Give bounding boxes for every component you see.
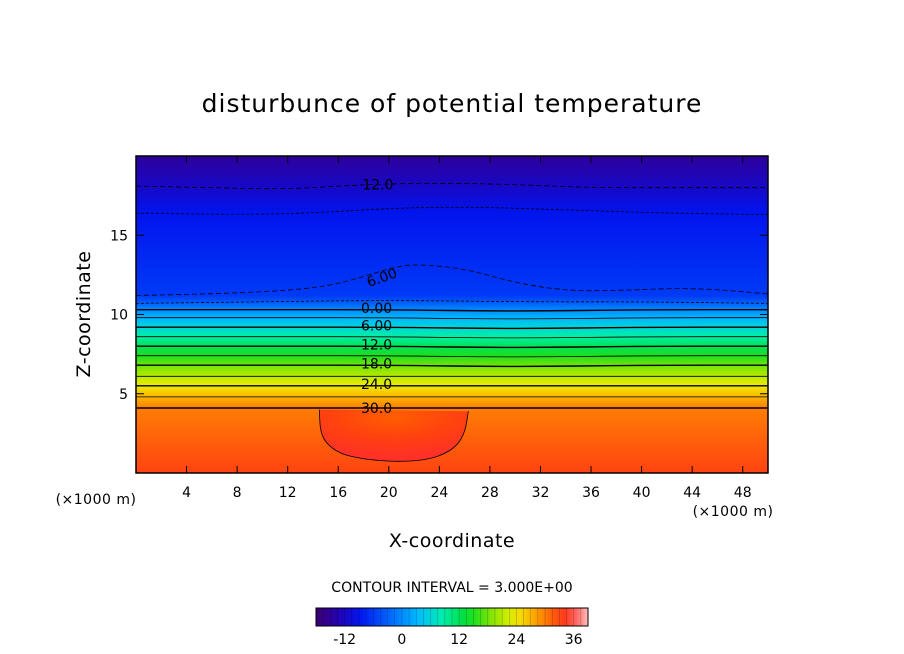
contour-label: 12.0	[362, 178, 393, 194]
x-tick-label: 28	[481, 485, 499, 501]
x-tick-label: 44	[683, 485, 701, 501]
contour-line	[136, 308, 768, 312]
contour-line	[136, 206, 768, 215]
x-tick-label: 16	[329, 485, 347, 501]
contour-line	[136, 364, 768, 368]
y-tick-label: 5	[119, 387, 128, 403]
y-axis-label: Z-coordinate	[73, 251, 95, 378]
contour-line	[136, 317, 768, 320]
colorbar-tick-label: 24	[508, 632, 526, 648]
x-tick-label: 4	[182, 485, 191, 501]
x-tick-label: 36	[582, 485, 600, 501]
x-axis-label: X-coordinate	[389, 530, 515, 552]
contour-line	[318, 409, 469, 462]
contour-line	[136, 300, 768, 304]
colorbar	[315, 607, 589, 627]
contour-label: 6.00	[361, 319, 392, 335]
colorbar-divisions	[315, 608, 589, 626]
y-axis-ticks: 5 10 15	[110, 228, 768, 403]
chart-title: disturbunce of potential temperature	[202, 89, 703, 118]
contour-line	[136, 345, 768, 349]
x-tick-label: 40	[633, 485, 651, 501]
x-unit-label: (×1000 m)	[693, 504, 774, 520]
colorbar-ticks: -12 0 12 24 36	[333, 632, 582, 648]
x-tick-label: 32	[532, 485, 550, 501]
contour-line	[136, 336, 768, 339]
colorbar-tick-label: 36	[565, 632, 583, 648]
plot-area	[136, 156, 768, 473]
contour-interval-label: CONTOUR INTERVAL = 3.000E+00	[331, 580, 572, 596]
contour-label: 24.0	[361, 377, 392, 393]
colorbar-tick-label: -12	[333, 632, 356, 648]
colorbar-tick-label: 12	[450, 632, 468, 648]
y-tick-label: 15	[110, 228, 128, 244]
contour-line	[136, 264, 768, 296]
x-tick-label: 12	[279, 485, 297, 501]
contour-label: 18.0	[361, 357, 392, 373]
x-tick-label: 48	[734, 485, 752, 501]
x-tick-label: 24	[430, 485, 448, 501]
y-tick-label: 10	[110, 308, 128, 324]
contour-label: 12.0	[361, 338, 392, 354]
x-axis-ticks: 4 8 12 16 20 24 28 32 36 40 44 48	[182, 156, 752, 501]
contour-label: 0.00	[361, 301, 392, 317]
y-unit-label: (×1000 m)	[56, 492, 137, 508]
contour-line	[136, 326, 768, 330]
contour-line	[136, 355, 768, 358]
x-tick-label: 20	[380, 485, 398, 501]
contour-label: 30.0	[361, 401, 392, 417]
colorbar-tick-label: 0	[397, 632, 406, 648]
x-tick-label: 8	[233, 485, 242, 501]
warm-bubble	[319, 409, 469, 462]
contour-lines	[136, 182, 768, 462]
